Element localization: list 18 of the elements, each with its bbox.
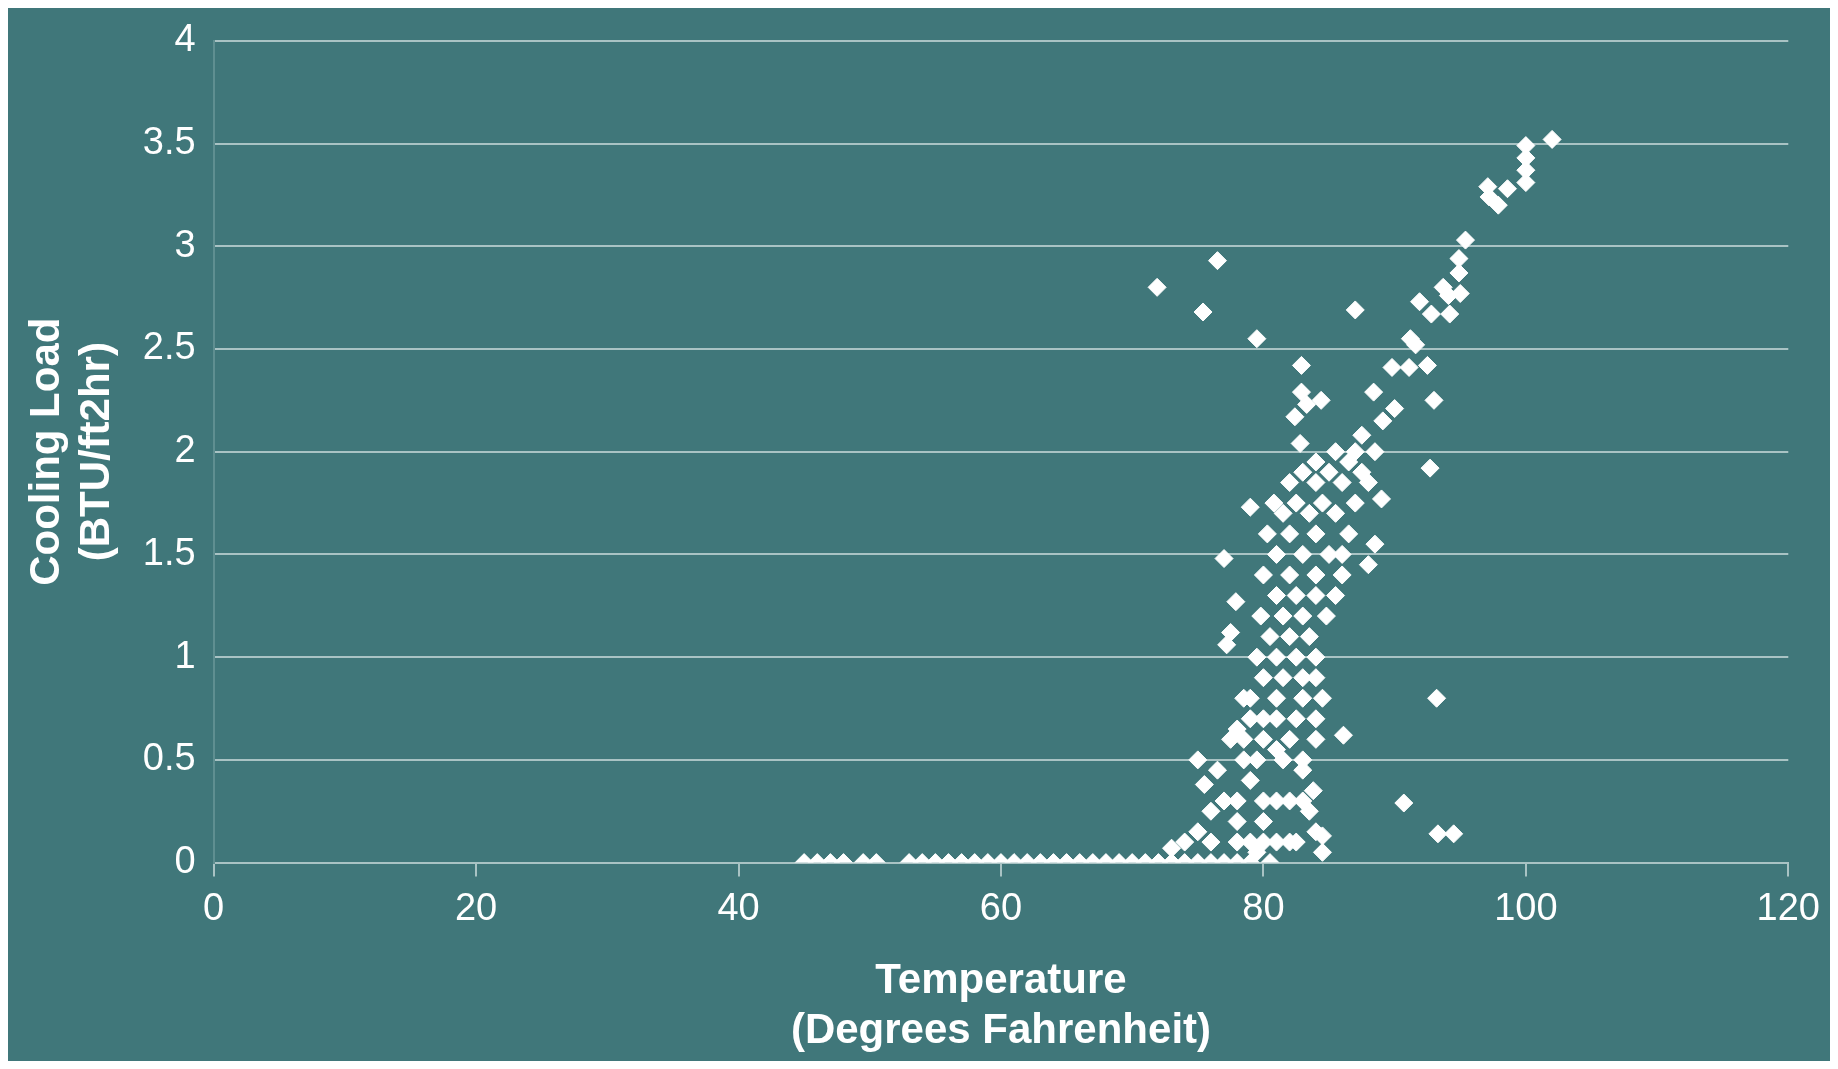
y-axis-title: Cooling Load (BTU/ft2hr) [20,317,119,586]
y-tick-label: 2.5 [142,325,196,368]
x-tick-label: 60 [979,885,1023,928]
x-tick-label: 20 [454,885,498,928]
y-tick-label: 2 [174,428,196,471]
y-tick-label: 3 [174,222,196,265]
x-tick-label: 0 [203,885,225,928]
y-tick-label: 4 [174,17,196,60]
x-axis-title: Temperature (Degrees Fahrenheit) [790,954,1212,1053]
y-tick-label: 0 [174,839,196,882]
y-tick-label: 1.5 [142,530,196,573]
x-tick-label: 100 [1494,885,1558,928]
y-tick-label: 1 [174,633,196,676]
x-tick-label: 120 [1756,885,1820,928]
y-tick-label: 3.5 [142,120,196,163]
x-tick-label: 80 [1242,885,1285,928]
x-tick-label: 40 [717,885,760,928]
y-tick-label: 0.5 [142,736,196,779]
